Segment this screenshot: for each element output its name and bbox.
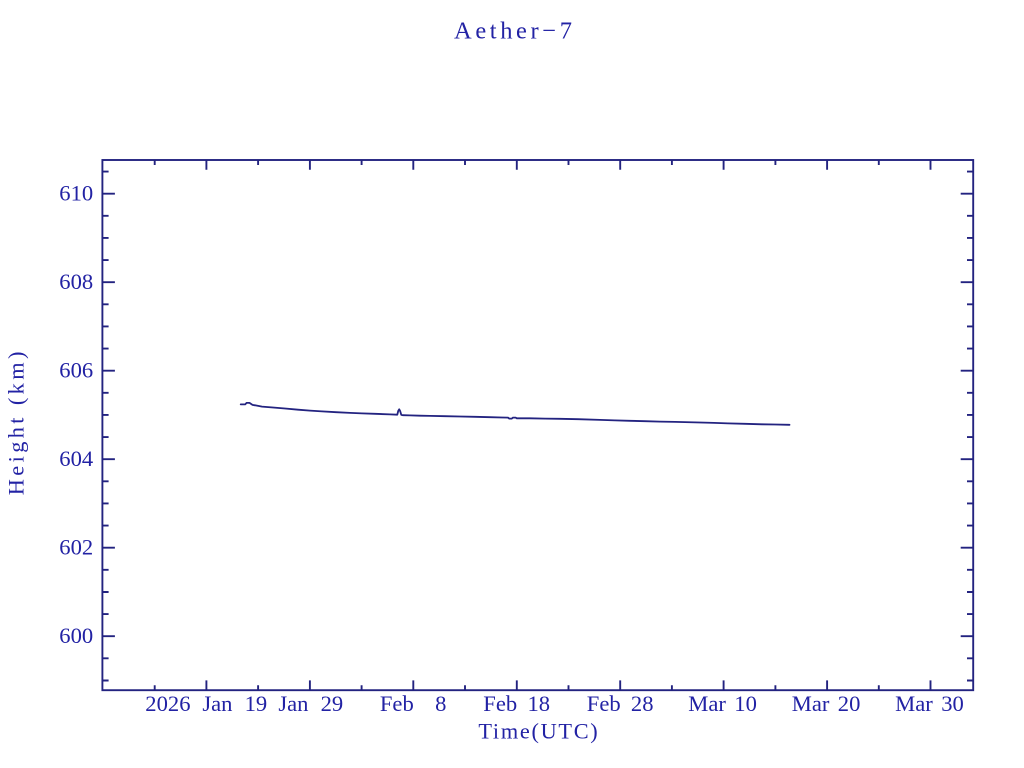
svg-text:Mar: Mar [688,691,726,716]
svg-text:600: 600 [59,623,93,648]
svg-text:610: 610 [59,180,93,205]
svg-text:Aether−7: Aether−7 [454,18,576,45]
svg-text:29: 29 [321,691,344,716]
svg-text:Mar: Mar [895,691,933,716]
svg-text:Jan: Jan [202,691,232,716]
svg-text:Height (km): Height (km) [4,348,29,495]
svg-text:28: 28 [631,691,654,716]
svg-text:8: 8 [435,691,446,716]
svg-text:Feb: Feb [587,691,621,716]
svg-text:10: 10 [734,691,757,716]
svg-text:608: 608 [59,269,93,294]
svg-text:602: 602 [59,534,93,559]
svg-text:Feb: Feb [380,691,414,716]
svg-text:604: 604 [59,446,93,471]
svg-text:Jan: Jan [278,691,308,716]
svg-text:2026: 2026 [145,691,190,716]
svg-text:18: 18 [528,691,551,716]
svg-text:606: 606 [59,357,93,382]
svg-text:Feb: Feb [483,691,517,716]
svg-text:20: 20 [838,691,861,716]
svg-text:Time(UTC): Time(UTC) [478,718,599,743]
svg-text:19: 19 [245,691,268,716]
svg-text:Mar: Mar [792,691,830,716]
svg-text:30: 30 [941,691,964,716]
